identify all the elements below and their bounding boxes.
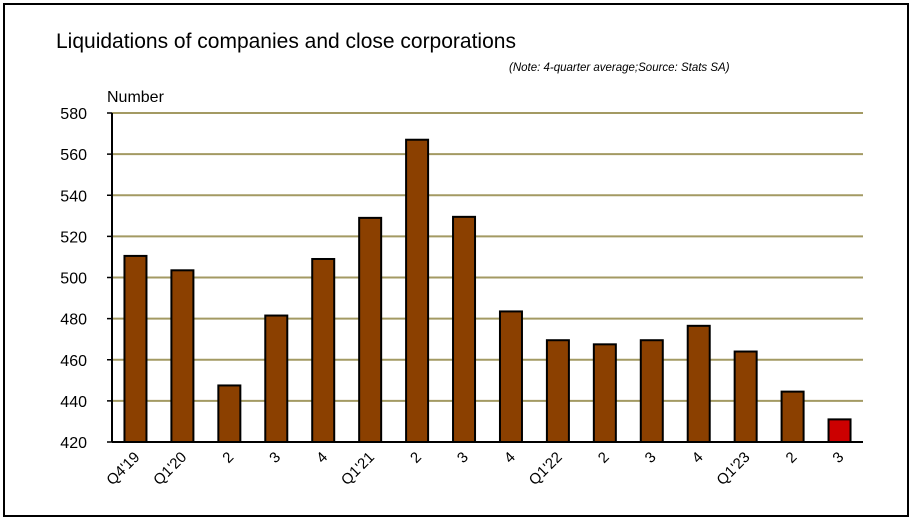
bar-8 — [498, 310, 523, 443]
bar-0 — [123, 254, 148, 443]
y-tick-label: 500 — [60, 271, 87, 288]
y-tick-label: 480 — [60, 312, 87, 329]
axes — [107, 112, 863, 443]
x-tick-label: 3 — [266, 449, 284, 467]
x-tick-label: 2 — [595, 449, 613, 467]
x-tick-labels: Q4'19 Q1'20 2 3 4 Q1'21 2 3 4 Q1'22 2 3 4 Q1'23 2 3 — [103, 449, 847, 489]
bars — [123, 138, 852, 444]
bar-6 — [405, 138, 430, 443]
bar-5 — [358, 216, 383, 443]
y-tick-label: 560 — [60, 147, 87, 164]
bar-12 — [686, 324, 711, 443]
x-tick-label: 3 — [454, 449, 472, 467]
bar-14 — [780, 390, 805, 444]
y-tick-label: 420 — [60, 435, 87, 452]
y-tick-label: 440 — [60, 394, 87, 411]
chart-title: Liquidations of companies and close corp… — [56, 30, 516, 53]
y-tick-label: 580 — [60, 106, 87, 123]
x-tick-label: 3 — [829, 449, 847, 467]
x-tick-label: Q1'21 — [338, 449, 378, 489]
x-tick-label: Q1'20 — [150, 449, 190, 489]
bar-9 — [545, 339, 570, 444]
x-tick-label: 4 — [501, 449, 519, 467]
bar-15 — [827, 418, 852, 444]
x-tick-label: 2 — [783, 449, 801, 467]
x-tick-label: Q1'23 — [713, 449, 753, 489]
x-tick-label: 4 — [689, 449, 707, 467]
bar-2 — [217, 384, 242, 443]
bar-4 — [311, 257, 336, 443]
x-tick-label: 3 — [642, 449, 660, 467]
y-tick-label: 460 — [60, 353, 87, 370]
x-tick-label: Q4'19 — [103, 449, 143, 489]
y-tick-label: 540 — [60, 188, 87, 205]
bar-11 — [639, 339, 664, 444]
x-tick-label: 2 — [219, 449, 237, 467]
bar-10 — [592, 343, 617, 443]
bar-13 — [733, 350, 758, 443]
y-tick-label: 520 — [60, 229, 87, 246]
x-tick-label: 4 — [313, 449, 331, 467]
chart-note: (Note: 4-quarter average;Source: Stats S… — [509, 62, 730, 74]
y-axis-label: Number — [107, 89, 164, 106]
y-tick-labels: 420 440 460 480 500 520 540 560 580 — [60, 106, 87, 452]
bar-3 — [264, 314, 289, 443]
x-tick-label: Q1'22 — [526, 449, 566, 489]
x-tick-label: 2 — [407, 449, 425, 467]
bar-7 — [452, 215, 477, 443]
bar-1 — [170, 269, 195, 443]
